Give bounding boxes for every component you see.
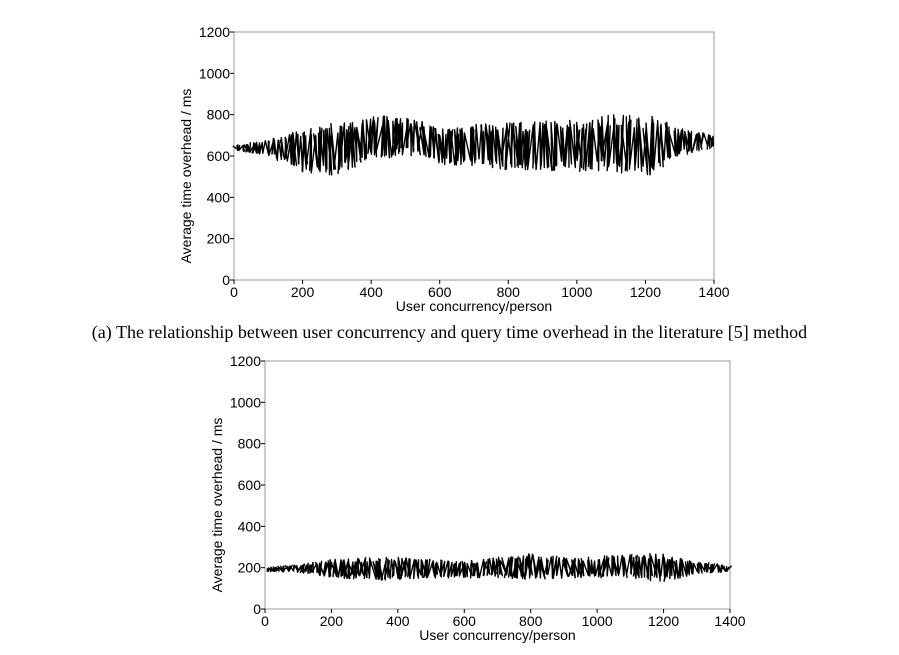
y-tick-label: 0 — [253, 601, 261, 617]
series-line — [266, 553, 732, 582]
x-tick-label: 0 — [230, 284, 238, 300]
y-axis-title: Average time overhead / ms — [178, 89, 194, 264]
chart-b: 0 200 400 600 800 1000 1200 0 200 400 600 800 1000 12… — [209, 353, 746, 643]
caption-a: (a) The relationship between user concur… — [91, 322, 808, 342]
y-tick-label: 1200 — [199, 24, 230, 40]
x-tick-label: 200 — [291, 284, 315, 300]
y-tick-label: 0 — [222, 272, 230, 288]
y-tick-label: 800 — [207, 107, 231, 123]
y-tick-label: 400 — [238, 518, 262, 534]
x-tick-label: 800 — [519, 613, 543, 629]
y-tick-label: 600 — [207, 148, 231, 164]
x-tick-label: 400 — [386, 613, 410, 629]
x-tick-label: 1000 — [582, 613, 613, 629]
x-axis-title: User concurrency/person — [396, 298, 552, 314]
x-tick-label: 1400 — [714, 613, 745, 629]
y-tick-label: 200 — [207, 231, 231, 247]
x-tick-label: 1200 — [648, 613, 679, 629]
x-tick-label: 400 — [359, 284, 383, 300]
y-tick-label: 800 — [238, 436, 262, 452]
y-tick-label: 200 — [238, 560, 262, 576]
y-tick-label: 1000 — [230, 394, 261, 410]
chart-a: 0 200 400 600 800 1000 1200 0 200 400 600 800 1000 12… — [178, 24, 730, 314]
y-tick-label: 1000 — [199, 65, 230, 81]
x-tick-label: 1200 — [630, 284, 661, 300]
x-tick-label: 600 — [453, 613, 477, 629]
x-tick-label: 800 — [497, 284, 521, 300]
y-tick-label: 400 — [207, 189, 231, 205]
y-axis-title: Average time overhead / ms — [209, 418, 225, 593]
x-tick-label: 600 — [428, 284, 452, 300]
x-tick-label: 1400 — [698, 284, 729, 300]
y-tick-label: 1200 — [230, 353, 261, 369]
x-tick-label: 1000 — [561, 284, 592, 300]
x-tick-label: 200 — [320, 613, 344, 629]
x-axis-title: User concurrency/person — [419, 627, 575, 643]
x-tick-label: 0 — [261, 613, 269, 629]
y-tick-label: 600 — [238, 477, 262, 493]
series-line — [232, 114, 715, 176]
